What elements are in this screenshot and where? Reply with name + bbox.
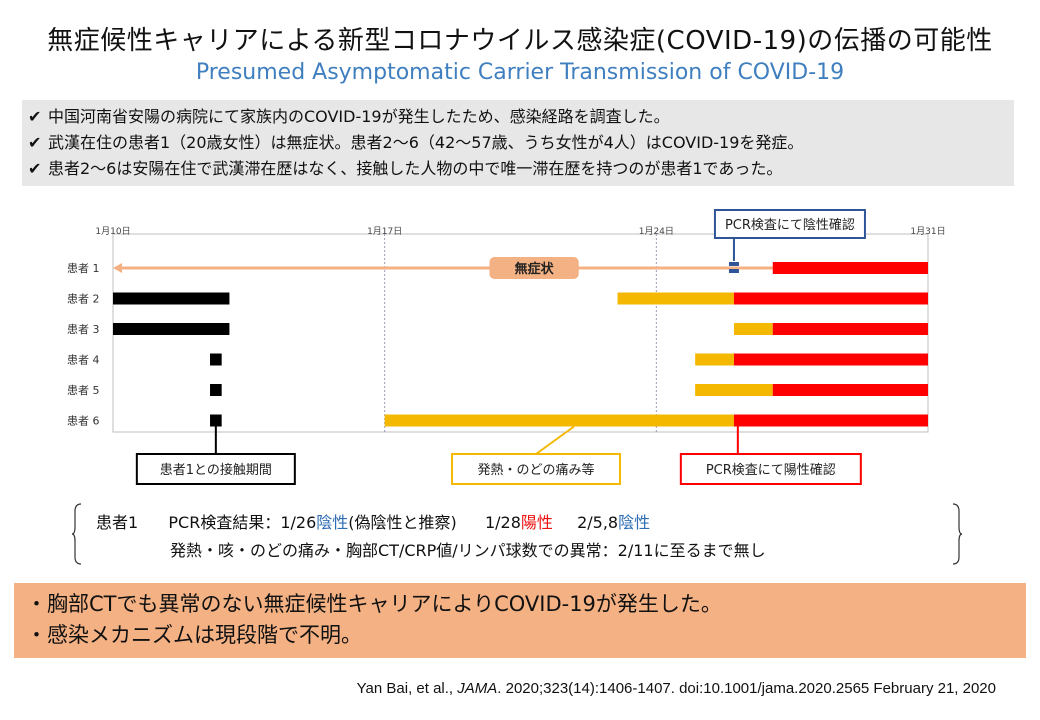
negative-text-2: 陰性 xyxy=(618,513,651,532)
contact-callout-box xyxy=(135,453,296,485)
bar-symptom xyxy=(695,384,773,396)
negative-callout-text: PCR検査にて陰性確認 xyxy=(725,217,855,233)
x-tick-label: 1月10日 xyxy=(95,226,130,237)
positive-callout-text: PCR検査にて陽性確認 xyxy=(706,462,836,478)
bar-positive xyxy=(733,414,928,427)
summary-text: 武漢在住の患者1（20歳女性）は無症状。患者2〜6（42〜57歳、うち女性が4人… xyxy=(48,133,804,152)
bars xyxy=(113,262,928,427)
citation-rest: . 2020;323(14):1406-1407. doi:10.1001/ja… xyxy=(497,680,996,697)
bar-symptom xyxy=(733,323,773,335)
pcr-mid: (偽陰性と推察) xyxy=(348,513,457,532)
check-icon: ✔ xyxy=(28,133,42,152)
bar-positive xyxy=(733,353,928,366)
contact-callout-text: 患者1との接触期間 xyxy=(160,462,272,478)
citation-authors: Yan Bai, et al., xyxy=(356,680,458,697)
summary-line: ✔ 中国河南省安陽の病院にて家族内のCOVID-19が発生したため、感染経路を調査… xyxy=(28,104,1008,130)
negative-callout-box xyxy=(713,209,866,239)
patient1-note: 患者1 PCR検査結果：1/26陰性(偽陰性と推察) 1/28陽性 2/5,8陰… xyxy=(72,503,962,565)
bar-contact xyxy=(113,323,230,335)
bar-contact xyxy=(210,384,222,396)
x-tick-label: 1月24日 xyxy=(639,226,674,237)
bar-contact xyxy=(210,414,222,427)
bar-symptom xyxy=(384,414,734,427)
bar-positive xyxy=(772,323,928,335)
positive-text: 陽性 xyxy=(520,513,553,532)
bar-positive xyxy=(733,292,928,305)
conclusion-line: ・感染メカニズムは現段階で不明。 xyxy=(26,623,362,647)
note-line-1: 患者1 PCR検査結果：1/26陰性(偽陰性と推察) 1/28陽性 2/5,8陰… xyxy=(96,509,650,533)
note-line-2: 発熱・咳・のどの痛み・胸部CT/CRP値/リンパ球数での異常：2/11に至るまで… xyxy=(170,541,766,560)
x-tick-label: 1月17日 xyxy=(367,226,402,237)
conclusion-line: ・胸部CTでも異常のない無症候性キャリアによりCOVID-19が発生した。 xyxy=(26,592,722,616)
bar-positive xyxy=(772,384,928,396)
pcr-prefix: PCR検査結果：1/26 xyxy=(168,513,317,532)
bar-symptom xyxy=(617,292,734,305)
asymptomatic-label-box xyxy=(489,257,579,279)
date-3: 2/5,8 xyxy=(577,513,619,532)
negative-test-mark xyxy=(728,262,739,266)
check-icon: ✔ xyxy=(28,159,42,178)
symptom-callout-line xyxy=(535,425,575,455)
bar-contact xyxy=(113,292,230,305)
check-icon: ✔ xyxy=(28,107,42,126)
right-brace-icon xyxy=(952,503,962,565)
asymptomatic-label: 無症状 xyxy=(515,261,555,277)
citation-journal: JAMA xyxy=(457,680,498,697)
x-tick-label: 1月31日 xyxy=(910,226,945,237)
conclusion-box: ・胸部CTでも異常のない無症候性キャリアによりCOVID-19が発生した。 ・感… xyxy=(14,583,1026,658)
summary-text: 中国河南省安陽の病院にて家族内のCOVID-19が発生したため、感染経路を調査し… xyxy=(48,107,670,126)
negative-text: 陰性 xyxy=(316,513,349,532)
patient-labels: 患者 1 患者 2 患者 3 患者 4 患者 5 患者 6 xyxy=(67,262,100,428)
bar-symptom xyxy=(695,353,734,366)
page-subtitle: Presumed Asymptomatic Carrier Transmissi… xyxy=(195,60,845,85)
patient-label: 患者 5 xyxy=(67,384,100,397)
summary-text: 患者2〜6は安陽在住で武漢滞在歴はなく、接触した人物の中で唯一滞在歴を持つのが患… xyxy=(48,159,783,178)
patient-label: 患者 3 xyxy=(67,323,100,336)
bar-contact xyxy=(210,353,222,366)
patient-label: 患者 4 xyxy=(67,354,100,367)
patient-label: 患者 6 xyxy=(67,415,100,428)
summary-line: ✔ 患者2〜6は安陽在住で武漢滞在歴はなく、接触した人物の中で唯一滞在歴を持つのが… xyxy=(28,156,1008,182)
bar-positive xyxy=(772,262,928,274)
citation: Yan Bai, et al., JAMA. 2020;323(14):1406… xyxy=(357,680,996,697)
x-tick-labels: 1月10日 1月17日 1月24日 1月31日 xyxy=(95,226,945,237)
negative-test-mark xyxy=(728,269,739,273)
symptom-callout-box xyxy=(451,453,622,485)
timeline-chart: 1月10日 1月17日 1月24日 1月31日 患者 1患者 2患者 3患者 4患者 … xyxy=(67,209,946,485)
summary-box: ✔ 中国河南省安陽の病院にて家族内のCOVID-19が発生したため、感染経路を調査… xyxy=(22,100,1014,186)
date-2: 1/28 xyxy=(484,513,521,532)
positive-callout-box xyxy=(679,453,862,485)
summary-line: ✔ 武漢在住の患者1（20歳女性）は無症状。患者2〜6（42〜57歳、うち女性が4… xyxy=(28,130,1008,156)
note-label: 患者1 xyxy=(96,513,139,532)
symptom-callout-text: 発熱・のどの痛み等 xyxy=(478,462,595,478)
arrow-left-icon xyxy=(113,263,122,273)
patient-label: 患者 2 xyxy=(67,293,100,306)
page-title: 無症候性キャリアによる新型コロナウイルス感染症(COVID-19)の伝播の可能性 xyxy=(47,26,993,56)
left-brace-icon xyxy=(72,503,82,565)
patient-label: 患者 1 xyxy=(67,262,100,275)
